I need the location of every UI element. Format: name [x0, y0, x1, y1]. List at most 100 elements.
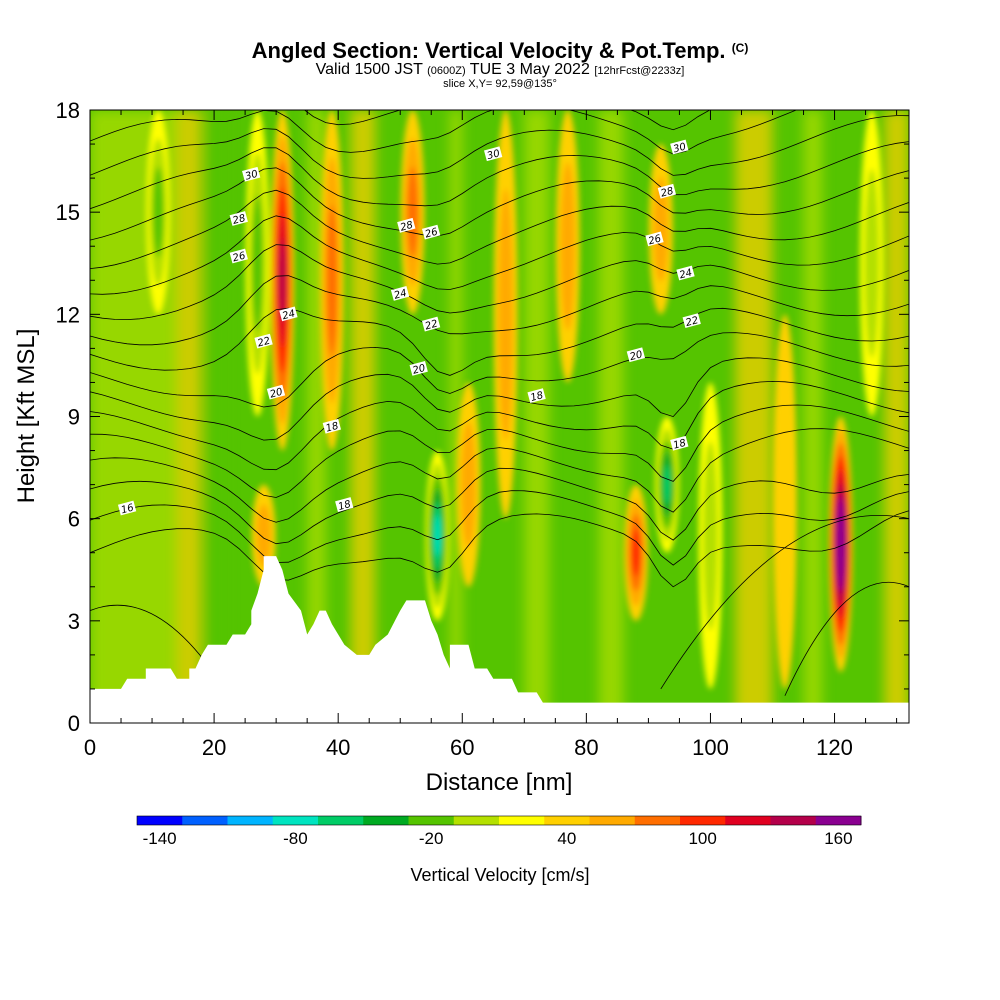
- velocity-cell: [772, 314, 797, 689]
- label-backing: [397, 217, 416, 233]
- theta-contour-label: 30: [242, 166, 261, 183]
- field-band: [176, 110, 202, 723]
- y-tick-label: 12: [56, 302, 80, 327]
- theta-contour: [90, 275, 909, 346]
- velocity-cell: [434, 515, 441, 557]
- theta-label-text: 30: [672, 141, 687, 155]
- label-backing: [670, 435, 689, 451]
- theta-contour-label: 26: [645, 231, 664, 247]
- colorbar-swatch: [408, 816, 455, 825]
- field-band: [207, 110, 227, 723]
- theta-label-text: 22: [256, 336, 271, 350]
- theta-label-text: 26: [424, 227, 439, 241]
- theta-contour-label: 28: [397, 217, 416, 234]
- theta-contour: [90, 490, 909, 566]
- label-backing: [645, 231, 664, 247]
- chart-subtitle: Valid 1500 JST (0600Z) TUE 3 May 2022 [1…: [0, 61, 1000, 78]
- x-tick-label: 40: [326, 735, 350, 760]
- velocity-cell: [152, 166, 164, 258]
- theta-contour: [90, 244, 909, 321]
- y-tick-label: 0: [68, 711, 80, 736]
- theta-label-text: 30: [486, 148, 501, 162]
- x-tick-label: 100: [692, 735, 729, 760]
- x-tick-label: 80: [574, 735, 598, 760]
- field-cells: [146, 110, 884, 689]
- colorbar-swatch: [227, 816, 274, 825]
- theta-contour: [90, 467, 909, 545]
- label-backing: [229, 211, 248, 226]
- velocity-cell: [653, 176, 669, 282]
- label-backing: [626, 347, 646, 363]
- title-main: Angled Section: Vertical Velocity & Pot.…: [251, 38, 726, 63]
- theta-contour-labels: 16 18 18 18 18 20 20 20 22 22 22 24 24 24 26 26 26 28 28 28…: [117, 139, 701, 516]
- terrain: [90, 556, 909, 723]
- x-tick-label: 20: [202, 735, 226, 760]
- velocity-cell: [631, 529, 641, 577]
- colorbar-swatch: [318, 816, 364, 825]
- theta-contour-label: 22: [421, 316, 441, 333]
- colorbar-swatch: [589, 816, 636, 825]
- field-band: [449, 110, 463, 723]
- theta-contour: [90, 510, 909, 588]
- label-backing: [421, 316, 441, 332]
- theta-label-text: 22: [424, 319, 439, 333]
- y-axis-label: Height [Kft MSL]: [13, 329, 40, 504]
- label-backing: [527, 388, 546, 403]
- colorbar-swatch: [544, 816, 590, 825]
- label-backing: [266, 384, 286, 400]
- vertical-velocity-field: [90, 110, 909, 723]
- label-backing: [322, 418, 341, 434]
- velocity-cell: [326, 204, 338, 356]
- theta-contour-label: 24: [676, 265, 695, 281]
- theta-contour-label: 18: [670, 435, 689, 452]
- colorbar-swatch: [634, 816, 681, 825]
- theta-label-text: 28: [399, 220, 414, 234]
- colorbar-swatch: [770, 816, 817, 825]
- field-band: [524, 110, 550, 723]
- theta-contour-label: 26: [229, 248, 248, 264]
- theta-label-text: 24: [281, 308, 296, 322]
- label-backing: [682, 313, 701, 329]
- theta-label-text: 30: [244, 169, 259, 183]
- label-backing: [676, 265, 695, 281]
- velocity-cell: [498, 188, 514, 441]
- theta-contour-label: 20: [266, 384, 286, 401]
- field-band: [598, 110, 624, 723]
- colorbar-swatch: [137, 816, 183, 825]
- theta-label-text: 22: [685, 315, 700, 329]
- label-backing: [117, 500, 137, 516]
- label-backing: [229, 248, 248, 264]
- theta-contours: [90, 110, 909, 696]
- theta-label-text: 20: [412, 363, 427, 377]
- valid-date: TUE 3 May 2022: [469, 61, 590, 78]
- theta-label-text: 26: [647, 233, 662, 247]
- label-backing: [390, 286, 410, 301]
- theta-contour: [90, 167, 909, 241]
- slice-info: slice X,Y= 92,59@135°: [443, 78, 557, 90]
- velocity-cell: [837, 522, 844, 566]
- colorbar-label: 40: [557, 829, 576, 848]
- theta-contour: [90, 110, 798, 155]
- velocity-cell: [864, 168, 880, 358]
- theta-contour-label: 28: [229, 211, 248, 227]
- velocity-cell: [279, 238, 286, 322]
- theta-contour-label: 30: [670, 139, 689, 155]
- field-band: [803, 110, 823, 723]
- theta-contour: [90, 215, 909, 295]
- chart-title: Angled Section: Vertical Velocity & Pot.…: [0, 36, 1000, 63]
- theta-contour-label: 22: [682, 313, 701, 329]
- y-tick-label: 3: [68, 609, 80, 634]
- velocity-cell: [560, 162, 576, 331]
- theta-contour-label: 20: [409, 360, 428, 377]
- x-axis-label: Distance [nm]: [426, 769, 573, 796]
- axes: 0 20 40 60 80 100 120 0 3 6 9 12 15 18: [56, 98, 909, 760]
- colorbar-label: -80: [283, 829, 308, 848]
- chart-titles: Angled Section: Vertical Velocity & Pot.…: [0, 36, 1000, 91]
- theta-contour-label: 18: [527, 388, 546, 404]
- theta-contour: [660, 515, 909, 690]
- colorbar-label: 100: [688, 829, 716, 848]
- colorbar-title: Vertical Velocity [cm/s]: [410, 865, 589, 885]
- theta-label-text: 16: [120, 502, 135, 516]
- theta-contour: [90, 332, 909, 408]
